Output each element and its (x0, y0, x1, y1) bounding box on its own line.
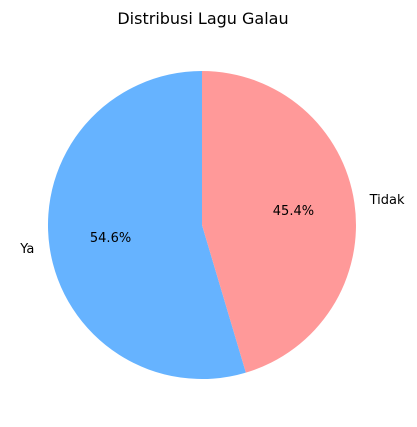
slice-category-label: Ya (19, 242, 34, 257)
pie-slices (47, 71, 356, 380)
chart-title: Distribusi Lagu Galau (117, 9, 288, 28)
slice-category-label: Tidak (369, 193, 405, 208)
pie-slice-tidak (202, 71, 356, 373)
slice-percent-label: 45.4% (273, 204, 314, 219)
pie-slice-ya (47, 71, 246, 380)
slice-percent-label: 54.6% (90, 231, 131, 246)
pie-labels: Ya 54.6% Tidak 45.4% (19, 193, 405, 257)
